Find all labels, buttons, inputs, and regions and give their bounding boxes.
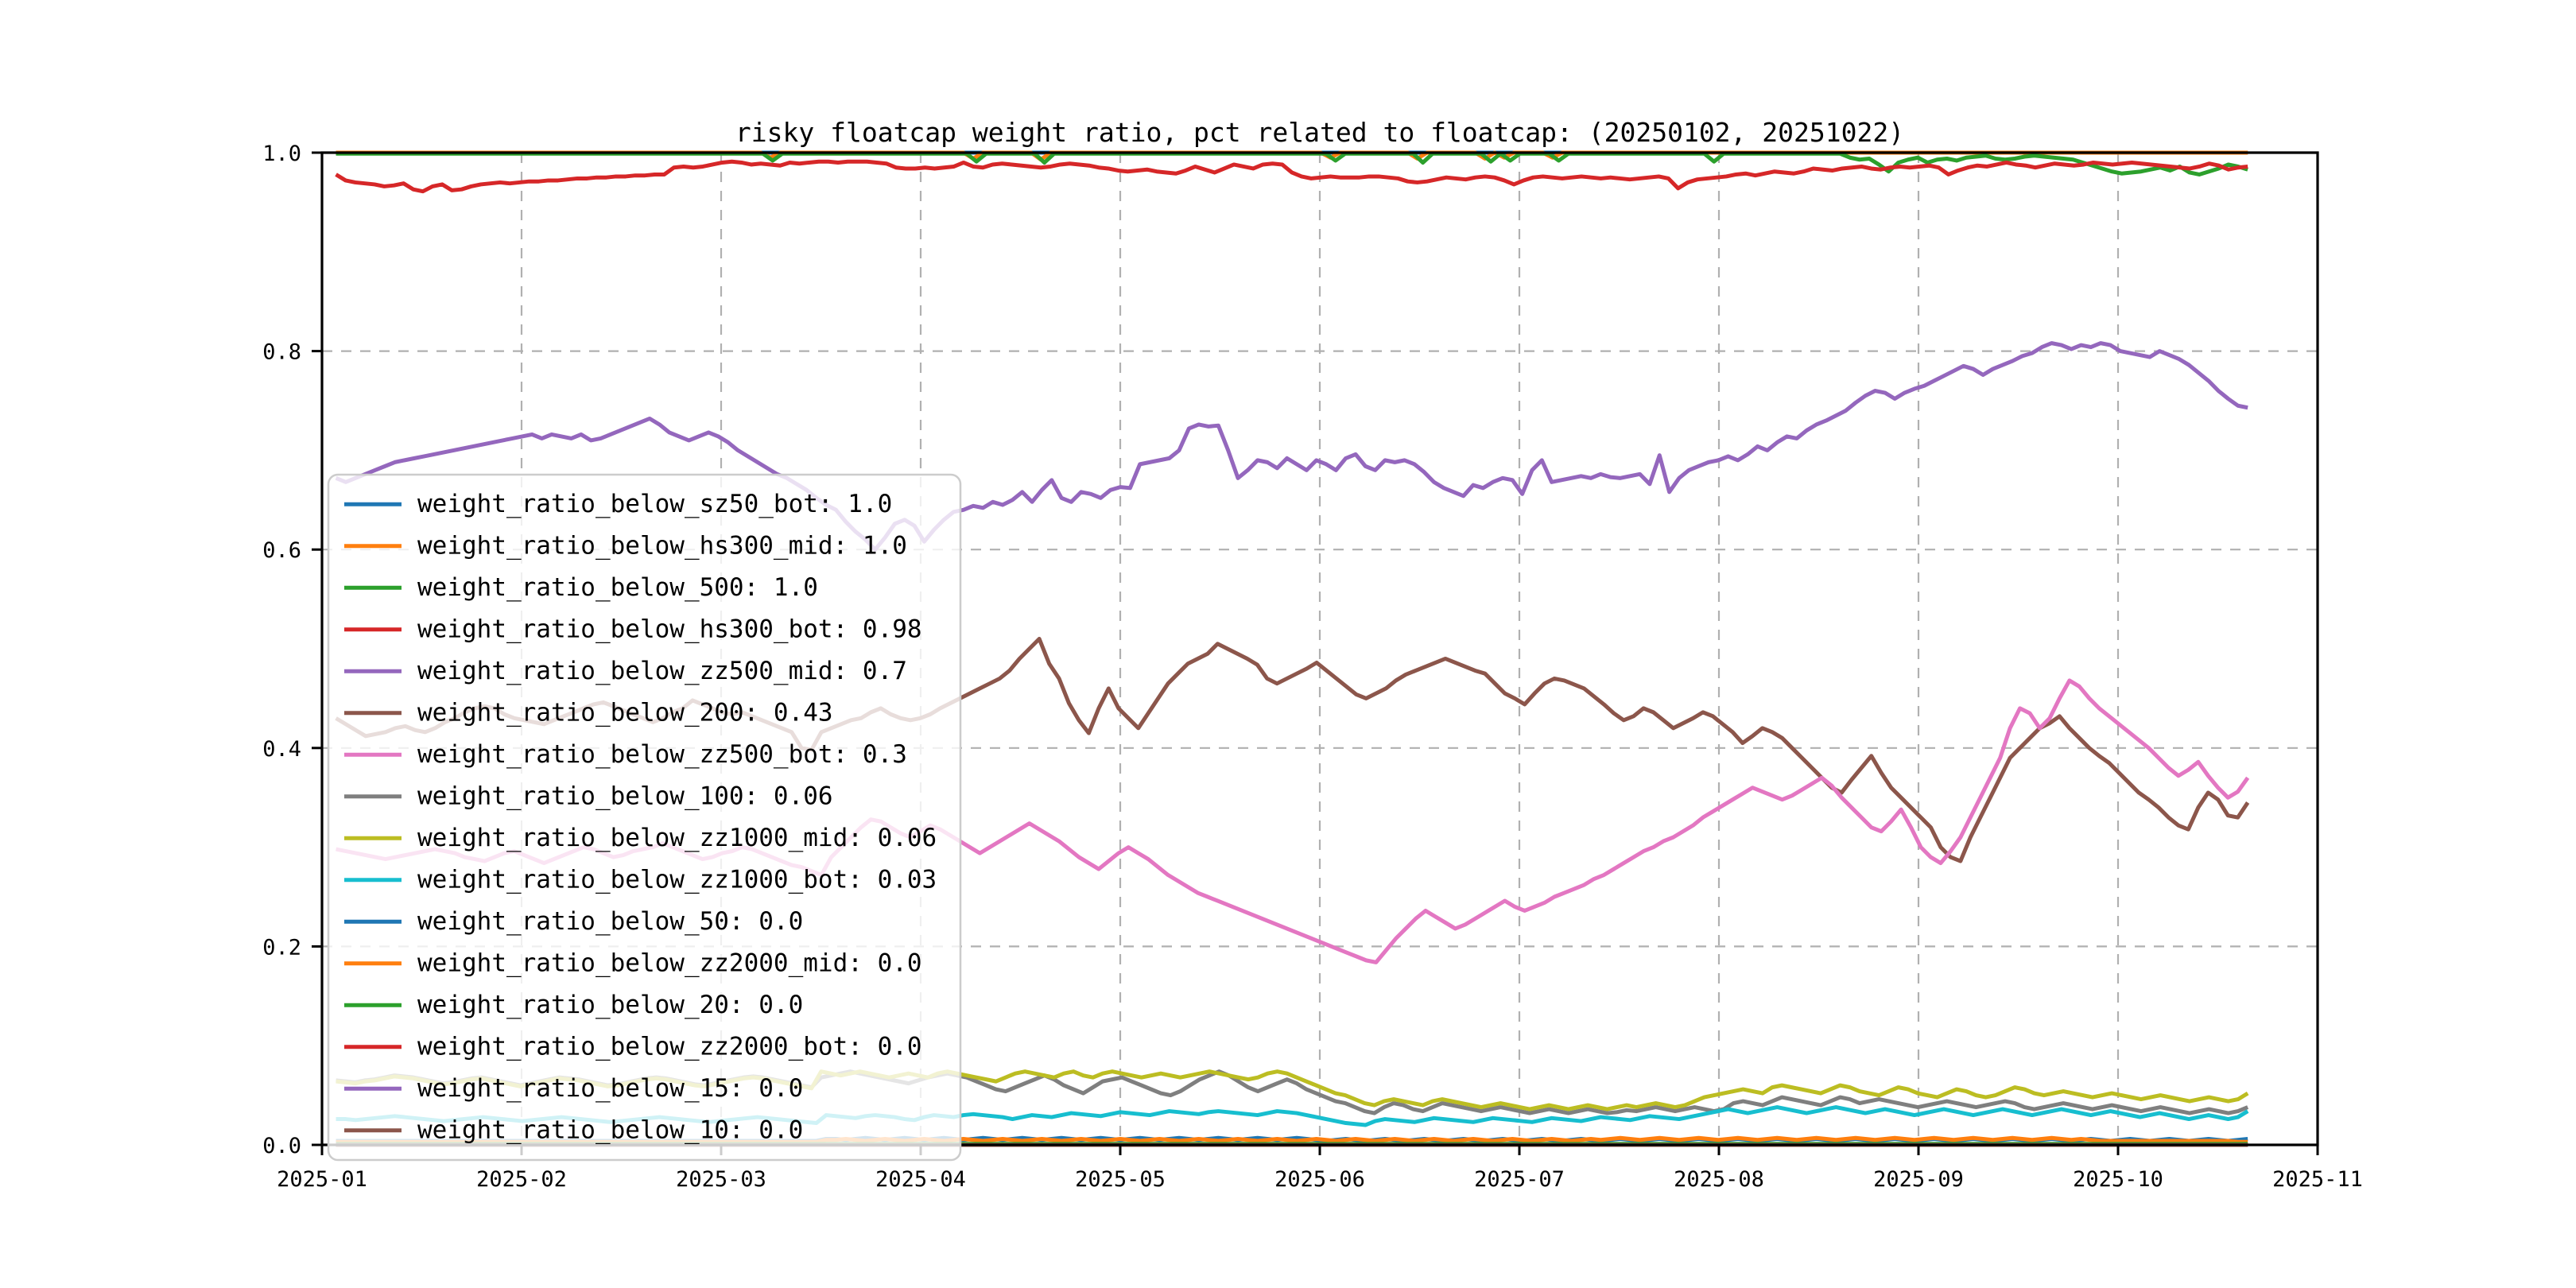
x-tick-label: 2025-10: [2073, 1167, 2163, 1192]
series-line-weight_ratio_below_zz500_mid: [335, 341, 2248, 552]
x-tick-label: 2025-05: [1075, 1167, 1166, 1192]
x-tick-label: 2025-07: [1474, 1167, 1565, 1192]
legend-label-weight_ratio_below_50[interactable]: weight_ratio_below_50: 0.0: [417, 907, 803, 936]
legend-label-weight_ratio_below_zz2000_mid[interactable]: weight_ratio_below_zz2000_mid: 0.0: [417, 949, 922, 977]
x-tick-label: 2025-08: [1674, 1167, 1764, 1192]
legend-label-weight_ratio_below_10[interactable]: weight_ratio_below_10: 0.0: [417, 1115, 803, 1144]
legend-label-weight_ratio_below_500[interactable]: weight_ratio_below_500: 1.0: [417, 573, 818, 602]
legend-label-weight_ratio_below_100[interactable]: weight_ratio_below_100: 0.06: [417, 782, 833, 810]
legend-label-weight_ratio_below_200[interactable]: weight_ratio_below_200: 0.43: [417, 698, 833, 727]
x-tick-label: 2025-01: [277, 1167, 367, 1192]
legend-label-weight_ratio_below_15[interactable]: weight_ratio_below_15: 0.0: [417, 1074, 803, 1103]
legend-label-weight_ratio_below_zz2000_bot[interactable]: weight_ratio_below_zz2000_bot: 0.0: [417, 1032, 922, 1061]
page-title: risky floatcap weight ratio, pct related…: [735, 117, 1904, 148]
x-tick-label: 2025-09: [1873, 1167, 1964, 1192]
x-tick-label: 2025-11: [2272, 1167, 2363, 1192]
x-tick-label: 2025-02: [476, 1167, 567, 1192]
y-tick-label: 1.0: [262, 142, 301, 166]
chart-legend[interactable]: weight_ratio_below_sz50_bot: 1.0 weight_r…: [327, 473, 962, 1162]
series-line-weight_ratio_below_hs300_bot: [335, 159, 2248, 194]
legend-label-weight_ratio_below_zz1000_mid[interactable]: weight_ratio_below_zz1000_mid: 0.06: [417, 824, 937, 852]
y-tick-label: 0.8: [262, 340, 301, 365]
legend-label-weight_ratio_below_zz500_bot[interactable]: weight_ratio_below_zz500_bot: 0.3: [417, 740, 907, 769]
axis-ticks: 0.0 0.2 0.4 0.6 0.8 1.0 2025-01 2025-02 2025-03 2…: [262, 142, 2363, 1192]
y-tick-label: 0.0: [262, 1134, 301, 1158]
x-tick-label: 2025-03: [676, 1167, 766, 1192]
legend-label-weight_ratio_below_zz1000_bot[interactable]: weight_ratio_below_zz1000_bot: 0.03: [417, 865, 937, 894]
legend-label-weight_ratio_below_zz500_mid[interactable]: weight_ratio_below_zz500_mid: 0.7: [417, 657, 907, 685]
y-tick-label: 0.6: [262, 538, 301, 563]
x-tick-label: 2025-06: [1274, 1167, 1365, 1192]
y-tick-label: 0.2: [262, 935, 301, 960]
legend-background: [327, 473, 962, 1162]
legend-label-weight_ratio_below_hs300_mid[interactable]: weight_ratio_below_hs300_mid: 1.0: [417, 531, 907, 560]
legend-label-weight_ratio_below_sz50_bot[interactable]: weight_ratio_below_sz50_bot: 1.0: [417, 490, 892, 518]
legend-label-weight_ratio_below_20[interactable]: weight_ratio_below_20: 0.0: [417, 991, 803, 1019]
x-tick-label: 2025-04: [875, 1167, 966, 1192]
y-tick-label: 0.4: [262, 737, 301, 762]
legend-label-weight_ratio_below_hs300_bot[interactable]: weight_ratio_below_hs300_bot: 0.98: [417, 615, 922, 643]
